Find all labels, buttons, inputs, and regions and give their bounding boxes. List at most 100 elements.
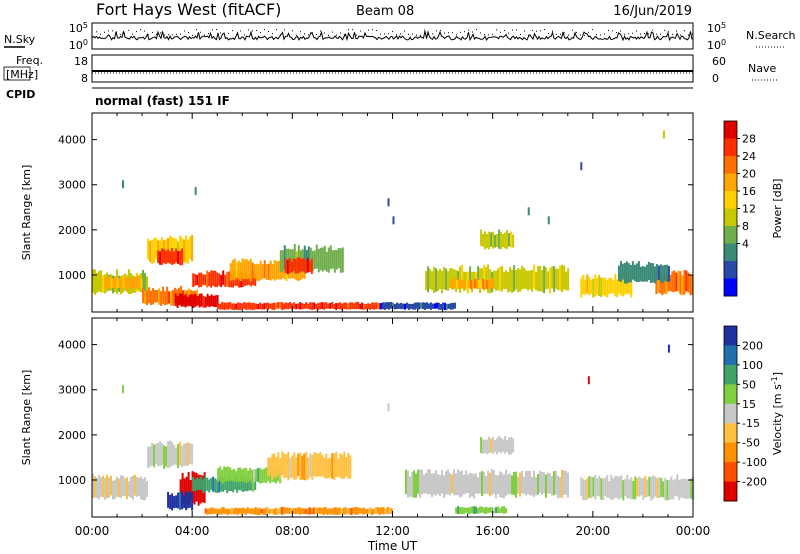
- nave-point: [455, 72, 456, 74]
- nave-point: [110, 72, 111, 74]
- power-cell: [477, 266, 480, 289]
- velocity-cell: [465, 470, 467, 494]
- power-cell: [198, 272, 201, 288]
- power-cell: [335, 303, 338, 310]
- power-cell: [190, 294, 193, 307]
- nsearch-point: [672, 33, 673, 35]
- power-cell: [255, 303, 258, 310]
- nsearch-point: [564, 32, 565, 34]
- power-cell: [285, 302, 288, 309]
- nsearch-point: [312, 32, 313, 34]
- power-cell: [347, 303, 350, 310]
- nave-point: [449, 72, 450, 74]
- power-cell: [351, 302, 354, 310]
- nsearch-point: [116, 31, 117, 33]
- nave-tick-bottom: 0: [712, 72, 719, 85]
- power-cell: [104, 276, 107, 290]
- nave-point: [650, 72, 651, 74]
- nsky-trace: [91, 30, 693, 42]
- velocity-cell: [183, 478, 186, 506]
- velocity-cell: [586, 478, 589, 500]
- nave-point: [233, 72, 234, 74]
- power-cell: [218, 273, 221, 286]
- velocity-cell: [234, 507, 237, 515]
- power-cell: [259, 302, 262, 310]
- velocity-cell: [517, 476, 519, 494]
- nave-point: [236, 72, 237, 74]
- power-cell: [281, 302, 284, 310]
- power-cell: [172, 289, 175, 306]
- velocity-cell: [189, 443, 192, 464]
- velocity-cell: [485, 507, 488, 515]
- power-cell: [237, 302, 240, 310]
- nsearch-point: [664, 29, 665, 31]
- velocity-cell: [320, 507, 323, 515]
- velocity-cell: [219, 466, 222, 481]
- power-cell: [267, 302, 270, 310]
- nave-point: [551, 72, 552, 74]
- power-cell: [241, 258, 244, 280]
- power-cell: [515, 269, 518, 290]
- power-cell: [458, 278, 461, 289]
- velocity-cell: [415, 473, 417, 498]
- xtick-label: 16:00: [475, 524, 510, 538]
- velocity-cell: [134, 474, 136, 496]
- power-cell: [265, 302, 268, 309]
- velocity-cell: [255, 469, 258, 482]
- nave-point: [338, 72, 339, 74]
- power-cell: [365, 303, 368, 310]
- velocity-cell: [310, 508, 313, 515]
- velocity-cell: [618, 476, 621, 500]
- power-cell: [271, 263, 274, 280]
- nave-point: [620, 72, 621, 74]
- nsearch-point: [616, 32, 617, 34]
- nsearch-point: [352, 29, 353, 31]
- velocity-cell: [672, 480, 675, 500]
- power-cell: [600, 277, 603, 297]
- nave-point: [665, 72, 666, 74]
- nave-point: [173, 72, 174, 74]
- velocity-cell: [179, 491, 182, 510]
- nsearch-point: [132, 33, 133, 35]
- power-cell: [165, 250, 168, 265]
- nave-point: [356, 72, 357, 74]
- power-cell: [189, 236, 192, 259]
- velocity-cell: [501, 506, 504, 514]
- velocity-cell: [461, 507, 464, 514]
- nsearch-point: [476, 29, 477, 31]
- velocity-cell: [443, 475, 445, 499]
- power-cell: [253, 302, 256, 310]
- velocity-cell: [664, 477, 667, 501]
- nsearch-point: [264, 29, 265, 31]
- power-cell: [212, 295, 215, 307]
- velocity-cell: [582, 478, 585, 501]
- velocity-cell: [551, 476, 553, 496]
- power-cell: [96, 272, 98, 293]
- nave-point: [578, 72, 579, 74]
- power-cell: [563, 265, 566, 290]
- nave-point: [170, 72, 171, 74]
- velocity-colorbar-swatch: [724, 326, 737, 346]
- nsearch-point: [220, 32, 221, 34]
- velocity-cell: [483, 472, 485, 495]
- power-cell: [345, 302, 348, 310]
- nave-point: [323, 72, 324, 74]
- power-cell: [373, 302, 376, 310]
- power-cell: [474, 278, 477, 289]
- nsearch-point: [528, 34, 529, 36]
- velocity-cell: [244, 508, 247, 515]
- velocity-cell: [604, 477, 607, 496]
- power-cell: [237, 260, 240, 280]
- power-cell: [279, 301, 282, 309]
- xtick-label: 00:00: [676, 524, 711, 538]
- nave-point: [320, 72, 321, 74]
- velocity-cell: [539, 470, 541, 493]
- velocity-cell: [656, 478, 659, 498]
- power-cell: [655, 274, 658, 295]
- nsearch-label: N.Search: [746, 29, 796, 42]
- power-cell: [444, 302, 446, 311]
- nave-point: [677, 72, 678, 74]
- power-cell: [545, 267, 548, 290]
- nave-point: [605, 72, 606, 74]
- power-cell: [629, 265, 632, 283]
